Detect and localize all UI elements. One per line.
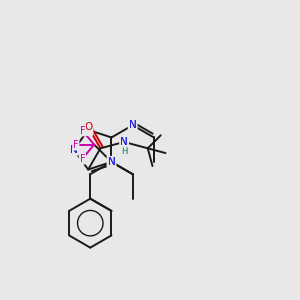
Text: F: F: [80, 126, 85, 136]
Text: O: O: [84, 122, 92, 132]
Text: N: N: [108, 157, 116, 167]
Text: N: N: [70, 145, 78, 155]
Text: N: N: [120, 137, 128, 147]
Text: N: N: [120, 137, 128, 147]
Text: H: H: [121, 147, 127, 156]
Text: N: N: [120, 137, 128, 147]
Text: F: F: [80, 126, 85, 136]
Text: O: O: [84, 122, 92, 132]
Text: N: N: [108, 157, 116, 167]
Text: N: N: [70, 145, 78, 155]
Text: N: N: [84, 125, 92, 135]
Text: F: F: [73, 140, 79, 150]
Text: F: F: [80, 154, 85, 164]
Text: F: F: [73, 140, 79, 150]
Text: N: N: [84, 125, 92, 135]
Text: H: H: [121, 147, 127, 156]
Text: N: N: [70, 145, 78, 155]
Text: N: N: [129, 120, 136, 130]
Text: N: N: [129, 120, 136, 130]
Text: N: N: [108, 157, 116, 167]
Text: N: N: [84, 125, 92, 135]
Text: F: F: [80, 154, 85, 164]
Text: N: N: [129, 120, 136, 130]
